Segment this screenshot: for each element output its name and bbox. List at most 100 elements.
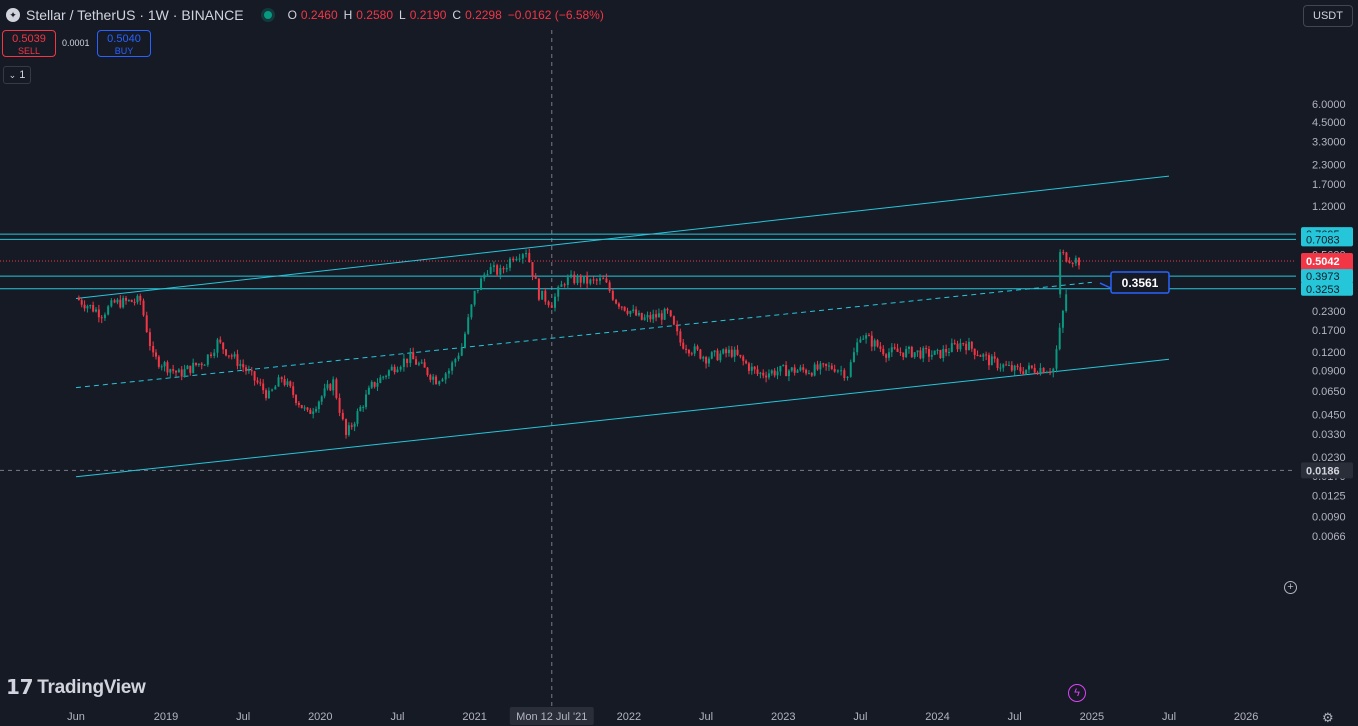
candle-body <box>1019 367 1022 372</box>
candle-body <box>1045 372 1048 374</box>
candle-body <box>930 354 933 357</box>
candle-body <box>640 312 643 320</box>
candle-body <box>213 352 216 357</box>
candle-body <box>830 365 833 369</box>
candle-body <box>508 258 511 268</box>
candle-body <box>259 382 262 384</box>
level-price-tag <box>1301 281 1353 296</box>
candle-body <box>982 354 985 357</box>
candle-body <box>502 268 505 270</box>
candle-body <box>1027 365 1030 370</box>
candle-body <box>480 278 483 290</box>
candle-body <box>125 297 128 301</box>
candle-body <box>145 315 148 333</box>
candle-body <box>415 359 418 365</box>
add-alert-icon[interactable]: + <box>1284 581 1297 594</box>
candle-body <box>463 333 466 348</box>
trend-line-lower <box>75 358 1170 478</box>
candle-body <box>423 362 426 368</box>
candle-body <box>782 365 785 367</box>
candle-body <box>382 376 385 378</box>
x-tick-label: 2020 <box>308 711 332 723</box>
candle-body <box>1059 252 1062 295</box>
buy-button[interactable]: 0.5040 BUY <box>97 30 151 57</box>
candle-body <box>256 380 259 383</box>
candle-body <box>933 350 936 355</box>
candle-body <box>611 290 614 300</box>
candle-body <box>859 339 862 343</box>
indicators-toggle[interactable]: ⌄ 1 <box>3 66 31 84</box>
candle-body <box>589 279 592 284</box>
candle-body <box>945 348 948 353</box>
y-tick-label: 0.0330 <box>1312 429 1346 441</box>
candle-body <box>127 299 130 301</box>
candle-body <box>83 304 86 309</box>
axes: 6.00004.50003.30002.30001.70001.20000.80… <box>67 99 1346 725</box>
candle-body <box>973 348 976 356</box>
candle-body <box>1074 258 1077 264</box>
x-tick-label: 2026 <box>1234 711 1258 723</box>
symbol-title[interactable]: Stellar / TetherUS · 1W · BINANCE <box>26 7 244 23</box>
candle-body <box>722 349 725 354</box>
candle-body <box>1013 365 1016 371</box>
candle-body <box>566 277 569 285</box>
candle-body <box>180 369 183 377</box>
candle-body <box>175 370 178 373</box>
candle-body <box>779 365 782 372</box>
candle-body <box>896 348 899 352</box>
candle-body <box>976 355 979 357</box>
current-price-label: 0.5042 <box>1306 256 1340 268</box>
x-tick-label: 2022 <box>617 711 641 723</box>
candle-body <box>335 379 338 398</box>
candle-body <box>1068 261 1071 263</box>
candle-body <box>225 349 228 356</box>
candle-body <box>189 365 192 373</box>
candle-body <box>1061 310 1064 328</box>
x-tick-label: Jul <box>390 711 404 723</box>
candle-body <box>347 425 350 435</box>
candle-body <box>245 367 248 372</box>
candle-body <box>451 362 454 371</box>
candle-body <box>646 315 649 318</box>
candle-body <box>365 394 368 408</box>
candle-body <box>467 317 470 334</box>
level-price-tag <box>1301 232 1353 247</box>
candle-body <box>1065 294 1068 311</box>
candle-body <box>157 356 160 367</box>
candle-body <box>822 363 825 365</box>
candle-body <box>113 300 116 303</box>
chevron-down-icon: ⌄ <box>8 69 17 80</box>
candle-body <box>836 370 839 372</box>
currency-selector[interactable]: USDT <box>1303 5 1353 27</box>
candle-body <box>320 396 323 402</box>
candle-body <box>623 306 626 311</box>
candle-body <box>426 367 429 376</box>
bolt-icon[interactable]: ϟ <box>1068 684 1086 702</box>
gear-icon[interactable]: ⚙ <box>1322 710 1334 725</box>
candle-body <box>429 375 432 380</box>
tradingview-logo: 𝟭𝟳 TradingView <box>6 676 146 700</box>
candle-body <box>152 345 155 353</box>
candle-body <box>1002 364 1005 368</box>
candle-body <box>89 304 92 307</box>
candle-body <box>987 355 990 366</box>
candle-body <box>756 369 759 374</box>
candle-body <box>534 276 537 279</box>
candle-body <box>166 362 169 373</box>
sell-button[interactable]: 0.5039 SELL <box>2 30 56 57</box>
candle-body <box>306 407 309 410</box>
candle-body <box>155 352 158 357</box>
candle-body <box>441 379 444 382</box>
y-tick-label: 4.5000 <box>1312 117 1346 129</box>
candle-body <box>882 348 885 355</box>
candle-body <box>705 357 708 364</box>
candle-body <box>1052 368 1055 373</box>
candle-body <box>183 369 186 377</box>
candle-body <box>521 254 524 259</box>
y-tick-label: 2.3000 <box>1312 160 1346 172</box>
x-tick-label: 2019 <box>154 711 178 723</box>
candle-body <box>669 310 672 317</box>
candle-body <box>907 346 910 350</box>
candle-body <box>773 370 776 376</box>
